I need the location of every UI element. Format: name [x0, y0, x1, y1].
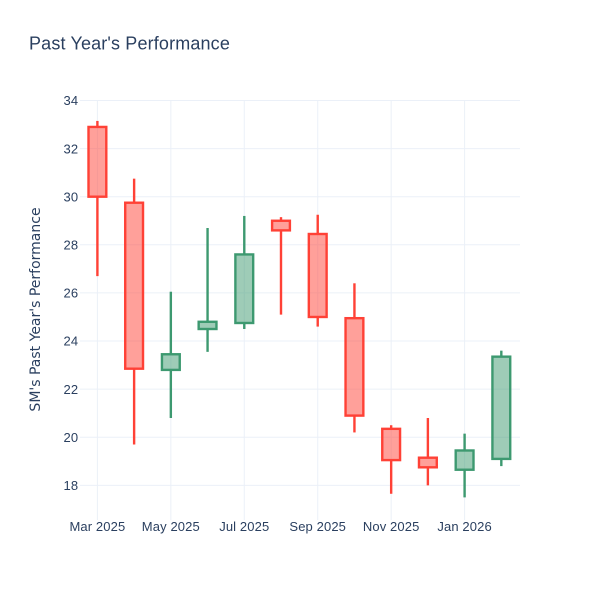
candle-Sep-2025[interactable] — [307, 214, 328, 327]
candle-body — [344, 316, 365, 417]
candle-body — [417, 456, 438, 469]
y-tick-label-18: 18 — [63, 478, 78, 493]
candle-May-2025[interactable] — [160, 291, 181, 419]
x-tick-label-Jul-2025: Jul 2025 — [219, 519, 269, 534]
x-tick-label-Sep-2025: Sep 2025 — [289, 519, 346, 534]
x-tick-label-Mar-2025: Mar 2025 — [69, 519, 125, 534]
y-tick-label-32: 32 — [63, 141, 78, 156]
y-tick-label-20: 20 — [63, 430, 78, 445]
candle-body — [197, 320, 218, 331]
chart-title: Past Year's Performance — [29, 34, 230, 54]
x-tick-label-Jan-2026: Jan 2026 — [437, 519, 491, 534]
plot-drag-area[interactable] — [80, 100, 520, 520]
y-tick-label-28: 28 — [63, 238, 78, 253]
y-tick-label-30: 30 — [63, 189, 78, 204]
candle-Nov-2025[interactable] — [381, 425, 402, 494]
candle-Aug-2025[interactable] — [270, 217, 292, 315]
candle-body — [270, 219, 292, 232]
candle-Dec-2025[interactable] — [417, 418, 438, 486]
candle-body — [307, 232, 328, 319]
candle-body — [124, 201, 145, 370]
candle-Jun-2025[interactable] — [197, 227, 218, 352]
y-tick-label-24: 24 — [63, 334, 78, 349]
candles-layer — [87, 120, 512, 498]
y-axis-title: SM's Past Year's Performance — [28, 207, 44, 411]
y-tick-label-26: 26 — [63, 286, 78, 301]
y-tick-label-34: 34 — [63, 93, 78, 108]
candle-Feb-2026[interactable] — [491, 350, 512, 467]
candle-body — [234, 253, 255, 325]
candle-body — [454, 449, 475, 471]
candle-Jan-2026[interactable] — [454, 433, 475, 498]
candle-Mar-2025[interactable] — [87, 120, 108, 277]
candle-Apr-2025[interactable] — [124, 178, 145, 445]
x-tick-label-May-2025: May 2025 — [142, 519, 200, 534]
candle-body — [160, 353, 181, 372]
candle-Oct-2025[interactable] — [344, 283, 365, 433]
candle-body — [381, 427, 402, 462]
candle-body — [87, 125, 108, 198]
y-tick-label-22: 22 — [63, 382, 78, 397]
tick-labels: 18 20 22 24 26 28 30 32 34 Mar 2025 May 2025 Jul 20… — [63, 93, 491, 534]
candle-Jul-2025[interactable] — [234, 215, 255, 330]
candle-body — [491, 355, 512, 461]
x-tick-label-Nov-2025: Nov 2025 — [363, 519, 420, 534]
